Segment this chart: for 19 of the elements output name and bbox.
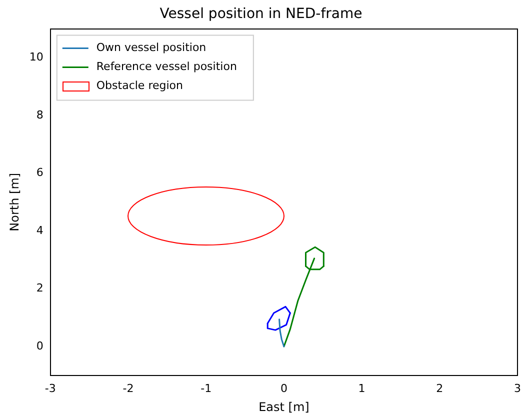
x-tick-label: -3: [44, 382, 56, 395]
y-tick-label: 6: [36, 166, 44, 180]
x-tick-label: 1: [358, 382, 366, 395]
annotation: Obstacle region: [96, 79, 184, 92]
x-tick-label: -2: [122, 382, 134, 395]
x-tick-label: 2: [436, 382, 444, 395]
x-tick-label: -1: [200, 382, 212, 395]
y-tick-label: 8: [36, 108, 44, 122]
x-tick-label: 0: [280, 382, 288, 395]
x-tick-label: 3: [514, 382, 521, 395]
y-tick-label: 0: [36, 339, 44, 352]
x-axis-title: East [m]: [258, 400, 310, 414]
y-tick-label: 2: [36, 282, 44, 295]
y-tick-label: 10: [29, 50, 44, 64]
legend-label: Reference vessel position: [96, 60, 237, 74]
y-axis-title: North [m]: [7, 172, 22, 232]
legend-label: Own vessel position: [96, 41, 206, 54]
y-tick-label: 4: [36, 224, 44, 237]
chart-title: Vessel position in NED-frame: [160, 6, 362, 22]
